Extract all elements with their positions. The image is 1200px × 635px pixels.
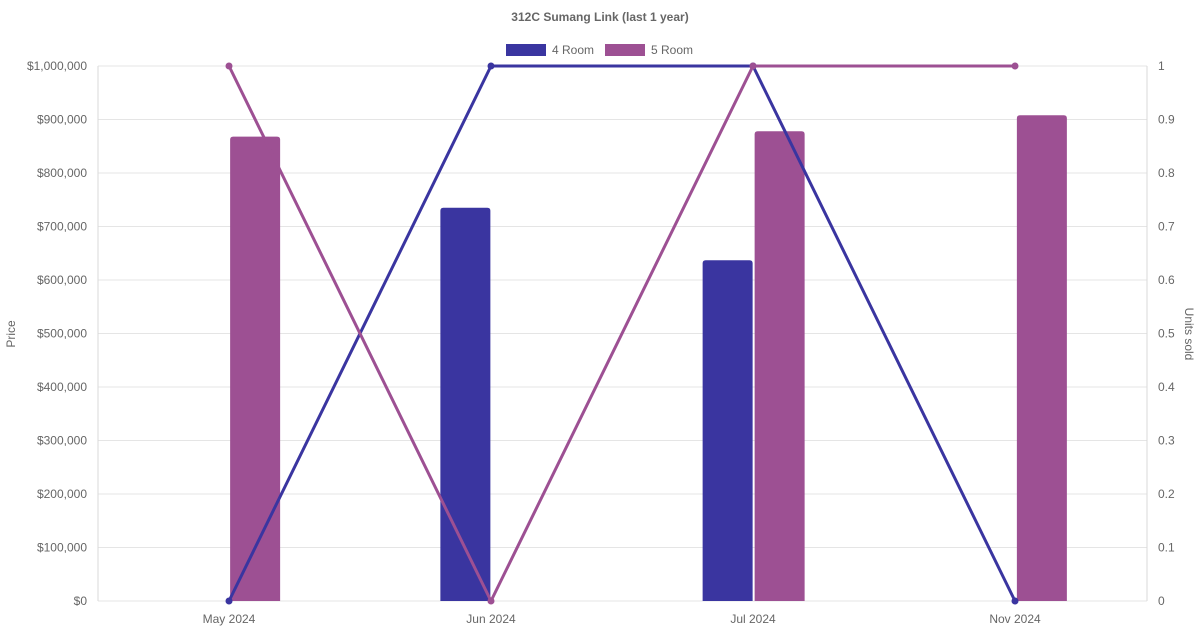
- lines: [225, 62, 1019, 605]
- x-tick-label: May 2024: [203, 612, 256, 626]
- right-tick-label: 0.1: [1158, 541, 1175, 555]
- right-tick-label: 1: [1158, 59, 1165, 73]
- left-tick-label: $200,000: [37, 487, 87, 501]
- left-axis-title: Price: [4, 320, 18, 348]
- right-tick-label: 0.8: [1158, 166, 1175, 180]
- left-tick-label: $400,000: [37, 380, 87, 394]
- right-tick-label: 0.9: [1158, 113, 1175, 127]
- legend-label-5-room[interactable]: 5 Room: [651, 43, 693, 57]
- right-tick-label: 0.4: [1158, 380, 1175, 394]
- left-tick-label: $1,000,000: [27, 59, 87, 73]
- point-5-room[interactable]: [1011, 62, 1019, 70]
- bars: [230, 115, 1067, 601]
- bar-5-room[interactable]: [1016, 115, 1067, 601]
- right-tick-label: 0.7: [1158, 220, 1175, 234]
- left-tick-label: $500,000: [37, 327, 87, 341]
- right-tick-label: 0.3: [1158, 434, 1175, 448]
- legend-label-4-room[interactable]: 4 Room: [552, 43, 594, 57]
- bar-5-room[interactable]: [230, 136, 281, 601]
- legend-swatch-4-room[interactable]: [506, 44, 546, 56]
- x-tick-label: Jul 2024: [730, 612, 776, 626]
- right-tick-label: 0.5: [1158, 327, 1175, 341]
- chart-title: 312C Sumang Link (last 1 year): [511, 10, 688, 24]
- point-4-room[interactable]: [1011, 597, 1019, 605]
- right-tick-label: 0: [1158, 594, 1165, 608]
- right-tick-label: 0.6: [1158, 273, 1175, 287]
- bar-4-room[interactable]: [440, 207, 491, 601]
- x-axis: May 2024 Jun 2024 Jul 2024 Nov 2024: [203, 612, 1041, 626]
- right-tick-label: 0.2: [1158, 487, 1175, 501]
- left-tick-label: $600,000: [37, 273, 87, 287]
- line-5-room: [227, 64, 1015, 603]
- point-4-room[interactable]: [487, 62, 495, 70]
- point-5-room[interactable]: [487, 597, 495, 605]
- left-tick-label: $300,000: [37, 434, 87, 448]
- bar-4-room[interactable]: [702, 260, 753, 601]
- right-axis-title: Units sold: [1182, 308, 1196, 361]
- left-tick-label: $900,000: [37, 113, 87, 127]
- left-axis: $0 $100,000 $200,000 $300,000 $400,000 $500,0…: [27, 59, 87, 608]
- right-axis: 0 0.1 0.2 0.3 0.4 0.5 0.6 0.7 0.8 0.9 1: [1158, 59, 1175, 608]
- x-tick-label: Nov 2024: [989, 612, 1041, 626]
- point-5-room[interactable]: [749, 62, 757, 70]
- bar-5-room[interactable]: [754, 131, 805, 601]
- legend-swatch-5-room[interactable]: [605, 44, 645, 56]
- point-4-room[interactable]: [225, 597, 233, 605]
- x-tick-label: Jun 2024: [466, 612, 516, 626]
- left-tick-label: $800,000: [37, 166, 87, 180]
- point-5-room[interactable]: [225, 62, 233, 70]
- legend[interactable]: 4 Room 5 Room: [506, 43, 693, 57]
- left-tick-label: $100,000: [37, 541, 87, 555]
- left-tick-label: $0: [74, 594, 88, 608]
- left-tick-label: $700,000: [37, 220, 87, 234]
